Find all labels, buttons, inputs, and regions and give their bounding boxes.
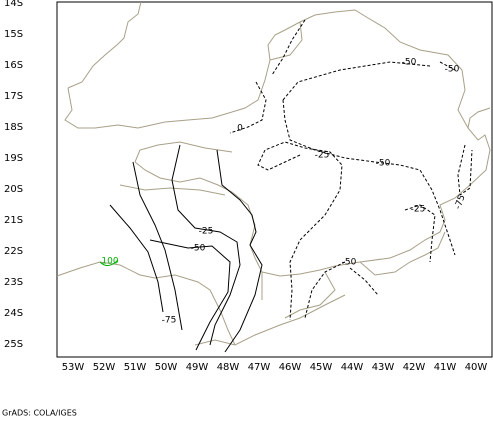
- lon-label: 51W: [124, 362, 147, 373]
- contour-label: -50: [376, 159, 391, 169]
- lat-label: 22S: [4, 246, 23, 257]
- lon-label: 45W: [310, 362, 333, 373]
- contour-100: [99, 259, 119, 266]
- plot-frame: [56, 1, 493, 358]
- borders: [56, 1, 491, 346]
- lon-label: 49W: [186, 362, 209, 373]
- contour-label: -50: [342, 258, 357, 268]
- contour-label: -50: [402, 58, 417, 68]
- lat-label: 15S: [4, 29, 23, 40]
- lat-label: 20S: [4, 184, 23, 195]
- contour-label: -75: [162, 316, 177, 326]
- contour-label: 0: [237, 124, 243, 134]
- footer: GrADS: COLA/IGES: [2, 409, 77, 418]
- lon-label: 48W: [217, 362, 240, 373]
- lon-label: 50W: [155, 362, 178, 373]
- contour-label: -75: [453, 194, 467, 211]
- contour-label: -25: [315, 151, 330, 161]
- lat-label: 24S: [4, 308, 23, 319]
- lon-label: 40W: [465, 362, 488, 373]
- lon-label: 42W: [403, 362, 426, 373]
- contour-label: -25: [199, 227, 214, 237]
- contour-label: -25: [411, 205, 426, 215]
- lat-label: 16S: [4, 60, 23, 71]
- lat-label: 23S: [4, 277, 23, 288]
- lat-label: 25S: [4, 339, 23, 350]
- lat-label: 17S: [4, 91, 23, 102]
- lat-label: 19S: [4, 153, 23, 164]
- lat-label: 18S: [4, 122, 23, 133]
- lon-label: 44W: [341, 362, 364, 373]
- contours: [99, 19, 473, 353]
- lon-label: 43W: [372, 362, 395, 373]
- contour-label: 100: [101, 257, 118, 267]
- lat-label: 21S: [4, 215, 23, 226]
- contour-label: -50: [191, 244, 206, 254]
- lon-label: 41W: [434, 362, 457, 373]
- lon-label: 53W: [62, 362, 85, 373]
- contour-label: -50: [445, 65, 460, 75]
- lon-label: 46W: [279, 362, 302, 373]
- lon-label: 47W: [248, 362, 271, 373]
- lat-label: 14S: [4, 0, 23, 9]
- lon-label: 52W: [93, 362, 116, 373]
